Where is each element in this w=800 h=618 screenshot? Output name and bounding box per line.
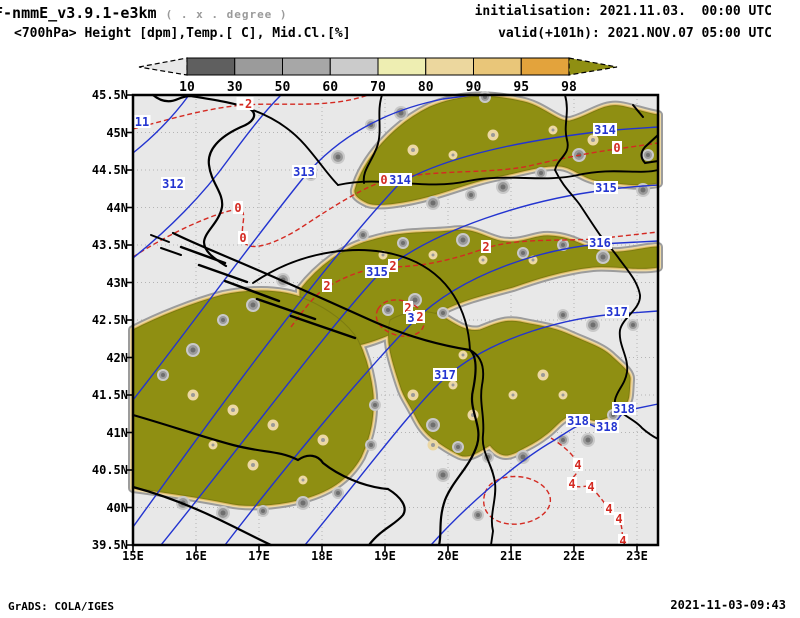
svg-text:11: 11 xyxy=(135,115,149,129)
grads-credit: GrADS: COLA/IGES xyxy=(8,600,114,613)
lat-tick-label: 41N xyxy=(106,425,128,440)
model-title: F-nmmE_v3.9.1-e3km xyxy=(0,4,157,22)
resolution-note: ( . x . degree ) xyxy=(165,8,288,21)
valid-time-label: valid(+101h): 2021.NOV.07 05:00 UTC xyxy=(498,26,772,41)
lon-tick-label: 19E xyxy=(374,549,396,563)
svg-text:2: 2 xyxy=(482,240,489,254)
svg-text:315: 315 xyxy=(595,181,617,195)
lat-tick-label: 45.5N xyxy=(91,88,128,102)
svg-text:317: 317 xyxy=(606,305,628,319)
lat-tick-label: 43N xyxy=(106,275,128,290)
lat-tick-label: 39.5N xyxy=(91,538,128,552)
svg-text:314: 314 xyxy=(389,173,411,187)
colorbar-segment xyxy=(377,57,427,76)
lat-tick-label: 42.5N xyxy=(91,313,128,327)
cloud-cover-colorbar: 10 30 50 60 70 80 90 95 98 xyxy=(138,54,638,96)
colorbar-below-arrow xyxy=(138,57,188,76)
colorbar-tick-label: 30 xyxy=(227,80,243,95)
lon-tick-label: 23E xyxy=(626,549,648,563)
svg-text:318: 318 xyxy=(613,402,635,416)
svg-text:3: 3 xyxy=(407,311,414,325)
map-plot-area: -2 0 0 0 0 2 2 2 2 2 4 4 4 4 4 4 11 312 313 314 314 315 315 316… xyxy=(127,91,663,551)
lat-tick-label: 45N xyxy=(106,125,128,140)
field-title: <700hPa> Height [dpm],Temp.[ C], Mid.Cl.… xyxy=(14,26,351,41)
colorbar-above-arrow xyxy=(568,57,618,76)
lat-tick-label: 44.5N xyxy=(91,163,128,177)
colorbar-tick-label: 98 xyxy=(561,80,577,95)
colorbar-segment xyxy=(520,57,570,76)
svg-text:314: 314 xyxy=(594,123,616,137)
svg-text:0: 0 xyxy=(234,201,241,215)
colorbar-segment xyxy=(425,57,474,76)
lat-tick-label: 43.5N xyxy=(91,238,128,252)
colorbar-tick-label: 80 xyxy=(418,80,434,95)
svg-text:312: 312 xyxy=(162,177,184,191)
page-title: F-nmmE_v3.9.1-e3km ( . x . degree ) xyxy=(0,4,288,22)
svg-text:318: 318 xyxy=(567,414,589,428)
svg-text:4: 4 xyxy=(568,477,575,491)
colorbar-segment xyxy=(282,57,331,76)
svg-text:-2: -2 xyxy=(238,97,252,111)
svg-text:4: 4 xyxy=(574,458,581,472)
lat-tick-label: 44N xyxy=(106,200,128,215)
init-time-label: initialisation: 2021.11.03. 00:00 UTC xyxy=(474,4,772,19)
colorbar-tick-label: 95 xyxy=(513,80,529,95)
svg-text:4: 4 xyxy=(615,512,622,526)
svg-text:2: 2 xyxy=(323,279,330,293)
creation-timestamp: 2021-11-03-09:43 xyxy=(670,598,786,612)
height-contour-labels: 11 312 313 314 314 315 315 316 3 317 317 318 318 318 xyxy=(133,115,636,434)
colorbar-tick-label: 10 xyxy=(179,80,195,95)
svg-text:4: 4 xyxy=(619,534,626,548)
svg-text:315: 315 xyxy=(366,265,388,279)
colorbar-tick-label: 70 xyxy=(370,80,386,95)
colorbar-segment xyxy=(186,57,236,76)
lon-tick-label: 15E xyxy=(122,549,144,563)
colorbar-svg: 10 30 50 60 70 80 90 95 98 xyxy=(138,57,618,95)
colorbar-segment xyxy=(329,57,379,76)
svg-text:2: 2 xyxy=(416,310,423,324)
colorbar-tick-label: 60 xyxy=(322,80,338,95)
lon-tick-label: 17E xyxy=(248,549,270,563)
svg-text:317: 317 xyxy=(434,368,456,382)
colorbar-segment xyxy=(473,57,522,76)
svg-text:0: 0 xyxy=(380,173,387,187)
lon-tick-label: 20E xyxy=(437,549,459,563)
lat-tick-label: 40N xyxy=(106,500,128,515)
lon-tick-label: 22E xyxy=(563,549,585,563)
map-frame xyxy=(131,93,660,547)
svg-text:313: 313 xyxy=(293,165,315,179)
cloud-blobs-gray xyxy=(157,91,654,521)
cloud-holes-tan xyxy=(187,125,599,485)
svg-text:316: 316 xyxy=(589,236,611,250)
colorbar-tick-label: 90 xyxy=(466,80,482,95)
lat-tick-label: 41.5N xyxy=(91,388,128,402)
lat-tick-label: 42N xyxy=(106,350,128,365)
svg-text:0: 0 xyxy=(239,231,246,245)
svg-text:318: 318 xyxy=(596,420,618,434)
colorbar-segment xyxy=(234,57,283,76)
lon-tick-label: 18E xyxy=(311,549,333,563)
svg-text:0: 0 xyxy=(613,141,620,155)
svg-text:2: 2 xyxy=(389,259,396,273)
svg-text:2: 2 xyxy=(404,301,411,315)
lon-tick-label: 21E xyxy=(500,549,522,563)
lon-tick-label: 16E xyxy=(185,549,207,563)
svg-text:4: 4 xyxy=(605,502,612,516)
colorbar-tick-label: 50 xyxy=(275,80,291,95)
svg-text:4: 4 xyxy=(587,480,594,494)
lat-tick-label: 40.5N xyxy=(91,463,128,477)
